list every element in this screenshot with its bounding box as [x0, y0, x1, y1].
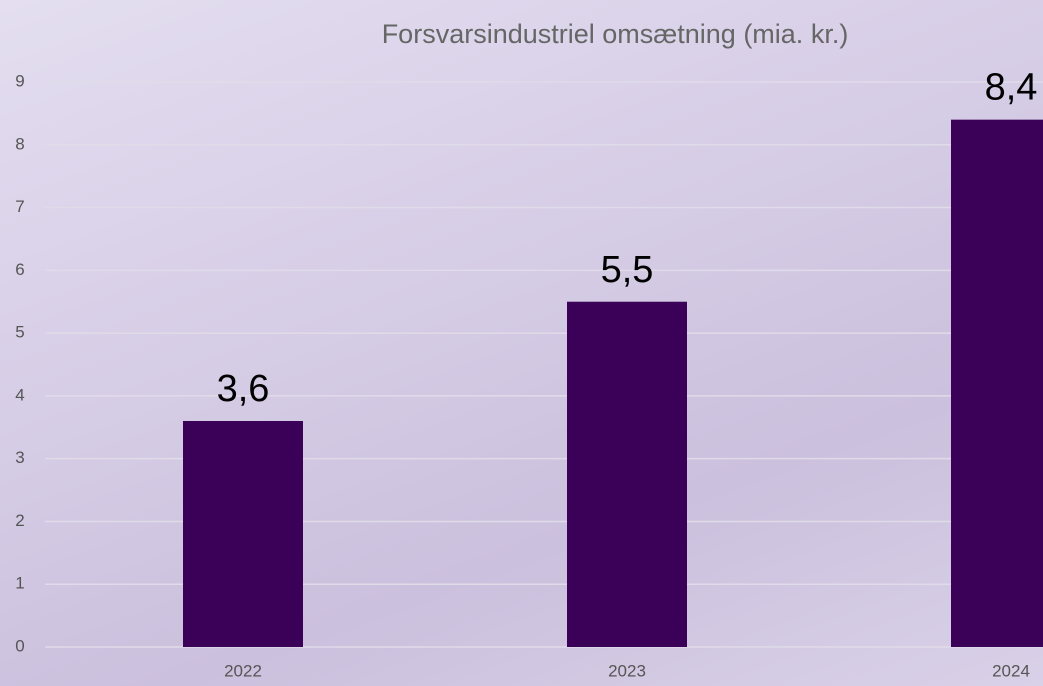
value-label: 8,4	[985, 67, 1038, 109]
bar	[567, 302, 687, 647]
y-tick-label: 9	[15, 71, 24, 90]
bar	[951, 120, 1043, 647]
x-tick-label: 2022	[224, 661, 262, 680]
chart-title: Forsvarsindustriel omsætning (mia. kr.)	[382, 19, 849, 49]
y-tick-label: 1	[15, 574, 24, 593]
y-tick-label: 2	[15, 511, 24, 530]
x-tick-label: 2023	[608, 661, 646, 680]
y-tick-label: 4	[15, 385, 24, 404]
y-tick-label: 3	[15, 448, 24, 467]
value-label: 5,5	[601, 249, 654, 291]
y-tick-label: 7	[15, 197, 24, 216]
y-tick-label: 8	[15, 134, 24, 153]
chart: Forsvarsindustriel omsætning (mia. kr.) …	[0, 0, 1043, 686]
y-tick-label: 6	[15, 260, 24, 279]
bar	[183, 421, 303, 647]
y-tick-label: 5	[15, 323, 24, 342]
y-tick-label: 0	[15, 636, 24, 655]
x-tick-label: 2024	[992, 661, 1030, 680]
value-label: 3,6	[217, 368, 270, 410]
